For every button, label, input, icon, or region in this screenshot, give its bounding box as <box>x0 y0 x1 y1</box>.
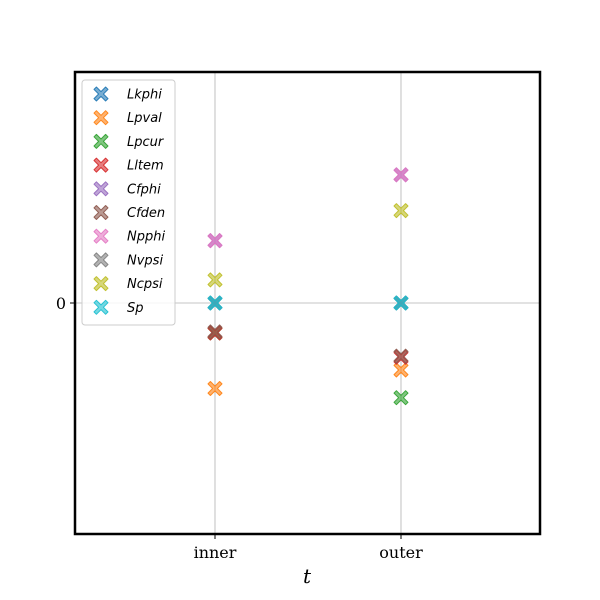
x-axis-label: t <box>303 564 312 588</box>
legend-marker-nvpsi <box>93 252 109 268</box>
legend-marker-ncpsi <box>93 276 109 292</box>
legend: Lkphi Lpval Lpcur Lltem Cfphi Cfden Npphi Nvpsi… <box>81 79 176 326</box>
legend-label-sp: Sp <box>127 301 144 316</box>
point-npphi-inner <box>207 233 223 249</box>
x-tick-label: outer <box>379 543 423 562</box>
legend-marker-npphi <box>93 228 109 244</box>
legend-label-cfden: Cfden <box>127 206 165 221</box>
legend-label-lpcur: Lpcur <box>127 135 165 150</box>
legend-marker-lpval <box>93 110 109 126</box>
axis-ticks: inner outer 0 <box>56 294 423 562</box>
legend-label-lkphi: Lkphi <box>127 88 162 103</box>
point-lpcur-outer <box>393 390 409 406</box>
legend-marker-cfphi <box>93 181 109 197</box>
legend-marker-lltem <box>93 157 109 173</box>
legend-label-lltem: Lltem <box>127 159 164 174</box>
legend-marker-lpcur <box>93 133 109 149</box>
point-npphi-outer <box>393 167 409 183</box>
point-cfden-inner <box>207 324 223 340</box>
legend-label-lpval: Lpval <box>127 111 162 126</box>
point-sp-inner <box>207 295 223 311</box>
legend-marker-lkphi <box>93 86 109 102</box>
point-ncpsi-inner <box>207 272 223 288</box>
legend-marker-cfden <box>93 205 109 220</box>
legend-label-cfphi: Cfphi <box>127 182 161 197</box>
point-cfden-outer <box>393 348 409 364</box>
x-tick-label: inner <box>194 543 237 562</box>
y-tick-label: 0 <box>56 294 66 313</box>
point-sp-outer <box>393 295 409 311</box>
point-lpval-inner <box>207 381 223 396</box>
point-ncpsi-outer <box>393 203 409 219</box>
legend-label-nvpsi: Nvpsi <box>127 253 163 268</box>
legend-label-ncpsi: Ncpsi <box>127 277 163 292</box>
legend-marker-sp <box>93 299 109 315</box>
data-marks <box>207 167 409 406</box>
legend-label-npphi: Npphi <box>127 230 165 245</box>
